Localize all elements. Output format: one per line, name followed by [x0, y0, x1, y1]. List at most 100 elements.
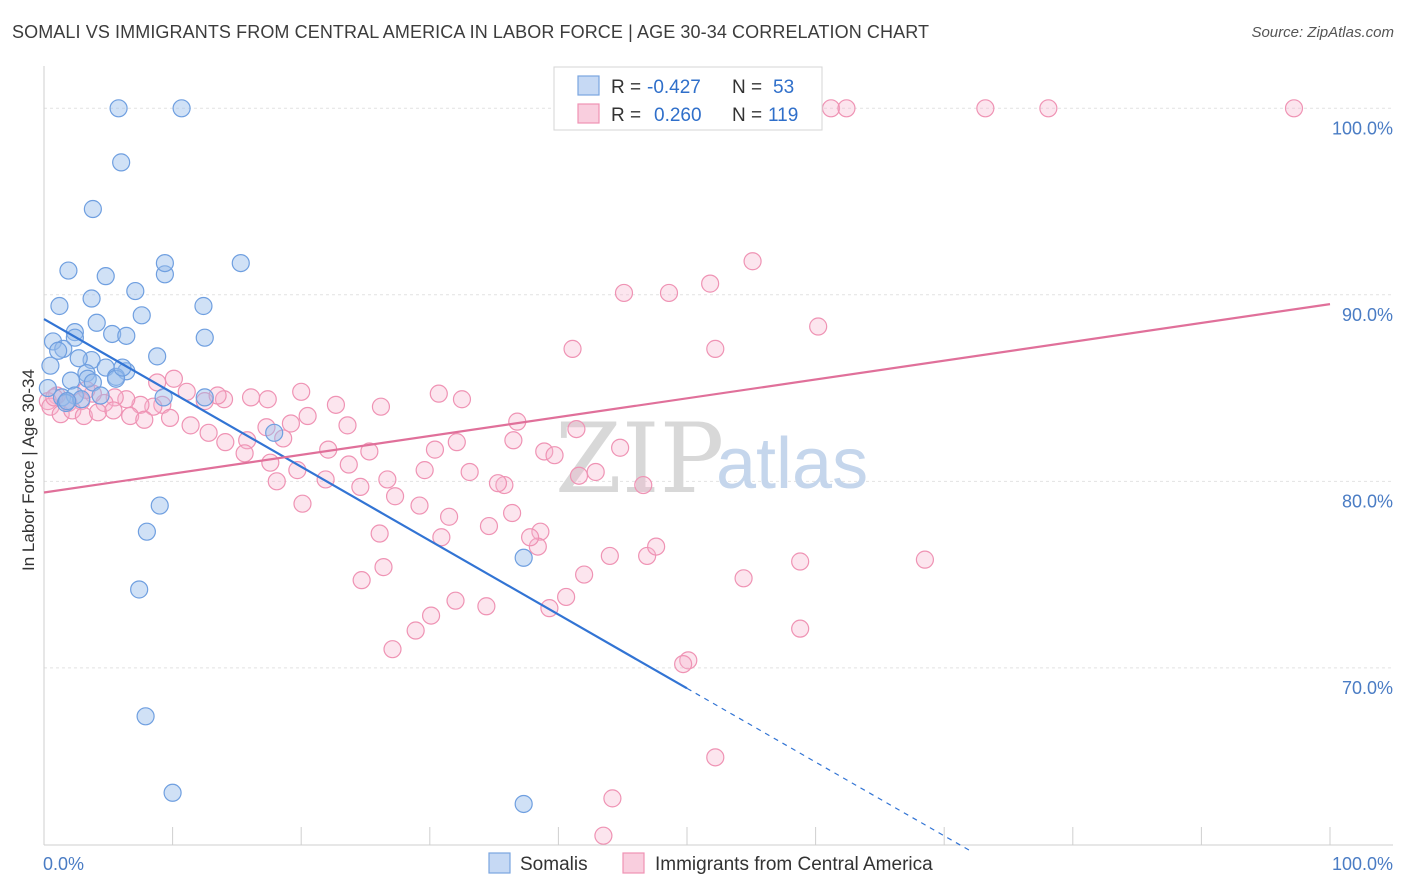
pink-point	[135, 410, 154, 429]
blue-point	[117, 326, 136, 345]
pink-point	[292, 382, 311, 401]
pink-point	[241, 388, 261, 407]
pink-point	[117, 390, 136, 409]
pink-point	[791, 552, 810, 571]
blue-point	[103, 324, 122, 344]
pink-point	[360, 442, 379, 461]
pink-point	[258, 390, 277, 409]
legend-n-label-1: N =	[732, 77, 762, 98]
pink-series-points	[38, 99, 1304, 845]
blue-series-points	[38, 99, 533, 814]
blue-point	[514, 794, 533, 814]
pink-point	[446, 591, 465, 610]
blue-point	[91, 386, 110, 405]
pink-point	[743, 252, 762, 271]
stats-legend: R = -0.427 N = 53 R = 0.260 N = 119	[553, 66, 823, 131]
pink-point	[701, 274, 720, 293]
y-tick-labels: 70.0% 80.0% 90.0% 100.0%	[1332, 118, 1393, 698]
pink-point	[452, 390, 472, 409]
pink-point	[659, 283, 679, 303]
pink-point	[821, 99, 841, 118]
pink-point	[569, 466, 589, 485]
source-label: Source: ZipAtlas.com	[1251, 24, 1394, 41]
y-tick-label: 70.0%	[1342, 678, 1393, 698]
blue-point	[58, 392, 77, 411]
pink-point	[503, 503, 522, 523]
axes	[43, 66, 1393, 846]
pink-point	[809, 317, 828, 336]
y-axis-label: In Labor Force | Age 30-34	[19, 369, 38, 571]
pink-point	[432, 528, 451, 547]
blue-point	[69, 349, 88, 368]
pink-point	[235, 444, 254, 463]
blue-point	[265, 423, 284, 442]
blue-point	[130, 580, 149, 599]
blue-point	[231, 254, 250, 273]
pink-point	[199, 423, 218, 442]
blue-point	[126, 281, 145, 301]
pink-point	[164, 369, 183, 388]
pink-point	[1284, 99, 1304, 118]
pink-point	[531, 522, 550, 541]
blue-point	[59, 261, 78, 280]
pink-point	[528, 537, 547, 556]
pink-point	[791, 619, 810, 638]
pink-point	[563, 339, 582, 358]
legend-n-value-1: 53	[773, 77, 794, 98]
pink-point	[611, 438, 630, 457]
pink-point	[385, 487, 405, 506]
blue-point	[113, 358, 132, 377]
legend-r-value-1: -0.427	[647, 77, 701, 98]
blue-point	[61, 371, 81, 390]
pink-point	[586, 462, 605, 482]
blue-point	[41, 356, 60, 375]
pink-point	[421, 606, 441, 625]
pink-point	[603, 789, 622, 808]
legend-swatch-blue	[577, 75, 600, 96]
blue-point	[96, 267, 115, 286]
blue-point	[150, 496, 169, 515]
pink-point	[706, 748, 725, 767]
pink-point	[88, 403, 108, 422]
blue-point	[82, 289, 101, 308]
pink-point	[976, 99, 995, 118]
pink-point	[594, 826, 613, 845]
y-tick-label: 80.0%	[1342, 491, 1393, 511]
pink-point	[535, 442, 554, 461]
blue-point	[106, 369, 126, 388]
pink-point	[370, 524, 389, 543]
pink-point	[121, 406, 140, 426]
blue-point	[155, 254, 174, 273]
x-tick-max: 100.0%	[1332, 854, 1393, 874]
blue-trend-line	[43, 318, 688, 690]
blue-point	[87, 313, 106, 332]
trend-lines	[43, 303, 1331, 852]
blue-point	[137, 522, 156, 541]
legend-r-value-2: 0.260	[654, 105, 702, 126]
pink-point	[734, 569, 753, 588]
pink-point	[371, 397, 391, 416]
pink-point	[634, 475, 653, 495]
y-tick-label: 90.0%	[1342, 305, 1393, 325]
pink-point	[567, 419, 586, 439]
blue-point	[112, 153, 131, 172]
pink-point	[352, 571, 371, 590]
series-legend: Somalis Immigrants from Central America	[488, 852, 933, 875]
blue-point	[172, 99, 191, 118]
pink-point	[261, 453, 280, 472]
blue-point	[77, 364, 96, 383]
pink-point	[439, 507, 459, 526]
pink-point	[406, 621, 425, 640]
legend-swatch-pink	[577, 103, 600, 124]
pink-point	[575, 565, 594, 584]
pink-point	[557, 587, 576, 607]
blue-trend-extension	[686, 687, 971, 852]
pink-point	[281, 414, 301, 433]
pink-point	[1039, 99, 1058, 118]
grid-lines	[44, 107, 1393, 669]
blue-point	[49, 341, 68, 360]
pink-point	[504, 431, 523, 450]
pink-point	[706, 339, 725, 358]
blue-point	[148, 347, 167, 366]
pink-point	[374, 558, 393, 577]
